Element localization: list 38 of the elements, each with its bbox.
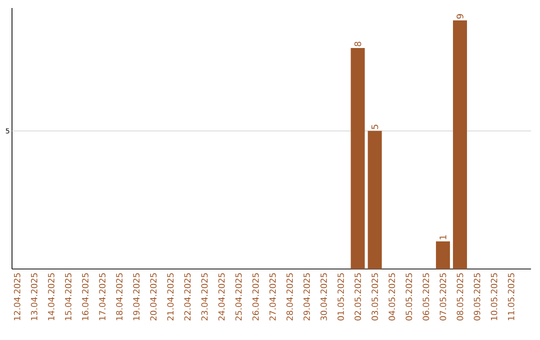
x-tick-label: 03.05.2025	[372, 273, 378, 320]
bar	[350, 48, 365, 269]
x-tick-label: 20.04.2025	[150, 273, 157, 320]
x-tick-label: 15.04.2025	[65, 273, 72, 320]
x-tick-label: 06.05.2025	[422, 273, 430, 320]
x-tick-label: 18.04.2025	[116, 273, 123, 320]
x-tick-label: 11.05.2025	[508, 273, 514, 320]
x-tick-label: 08.05.2025	[456, 273, 464, 320]
x-tick-label: 19.04.2025	[133, 273, 140, 320]
x-tick-label: 01.05.2025	[338, 273, 344, 320]
x-tick-label: 12.04.2025	[14, 273, 20, 320]
x-tick-label: 28.04.2025	[286, 273, 293, 320]
data-label: 5	[371, 124, 378, 130]
x-tick-label: 30.04.2025	[320, 273, 327, 320]
data-label: 1	[440, 235, 446, 240]
x-tick-label: 16.04.2025	[82, 273, 88, 320]
x-tick-label: 17.04.2025	[99, 273, 106, 320]
x-tick-label: 26.04.2025	[252, 273, 259, 320]
bar	[452, 20, 467, 269]
x-tick-label: 22.04.2025	[184, 273, 191, 320]
bar	[368, 130, 382, 269]
x-tick-label: 05.05.2025	[406, 273, 412, 320]
x-tick-label: 13.04.2025	[30, 273, 38, 320]
x-tick-label: 29.04.2025	[303, 273, 310, 320]
x-tick-label: 04.05.2025	[388, 273, 396, 320]
x-tick-label: 10.05.2025	[490, 273, 498, 320]
x-tick-label: 07.05.2025	[440, 273, 446, 320]
bar	[436, 241, 450, 269]
x-tick-label: 24.04.2025	[218, 273, 225, 320]
x-tick-label: 27.04.2025	[269, 273, 276, 320]
x-tick-label: 02.05.2025	[354, 273, 361, 320]
x-tick-label: 21.04.2025	[167, 273, 174, 320]
x-tick-label: 14.04.2025	[48, 273, 54, 320]
data-label: 9	[456, 14, 464, 19]
x-tick-label: 23.04.2025	[201, 273, 208, 320]
x-tick-label: 25.04.2025	[235, 273, 242, 320]
x-tick-label: 09.05.2025	[474, 273, 480, 320]
data-label: 8	[354, 42, 362, 46]
